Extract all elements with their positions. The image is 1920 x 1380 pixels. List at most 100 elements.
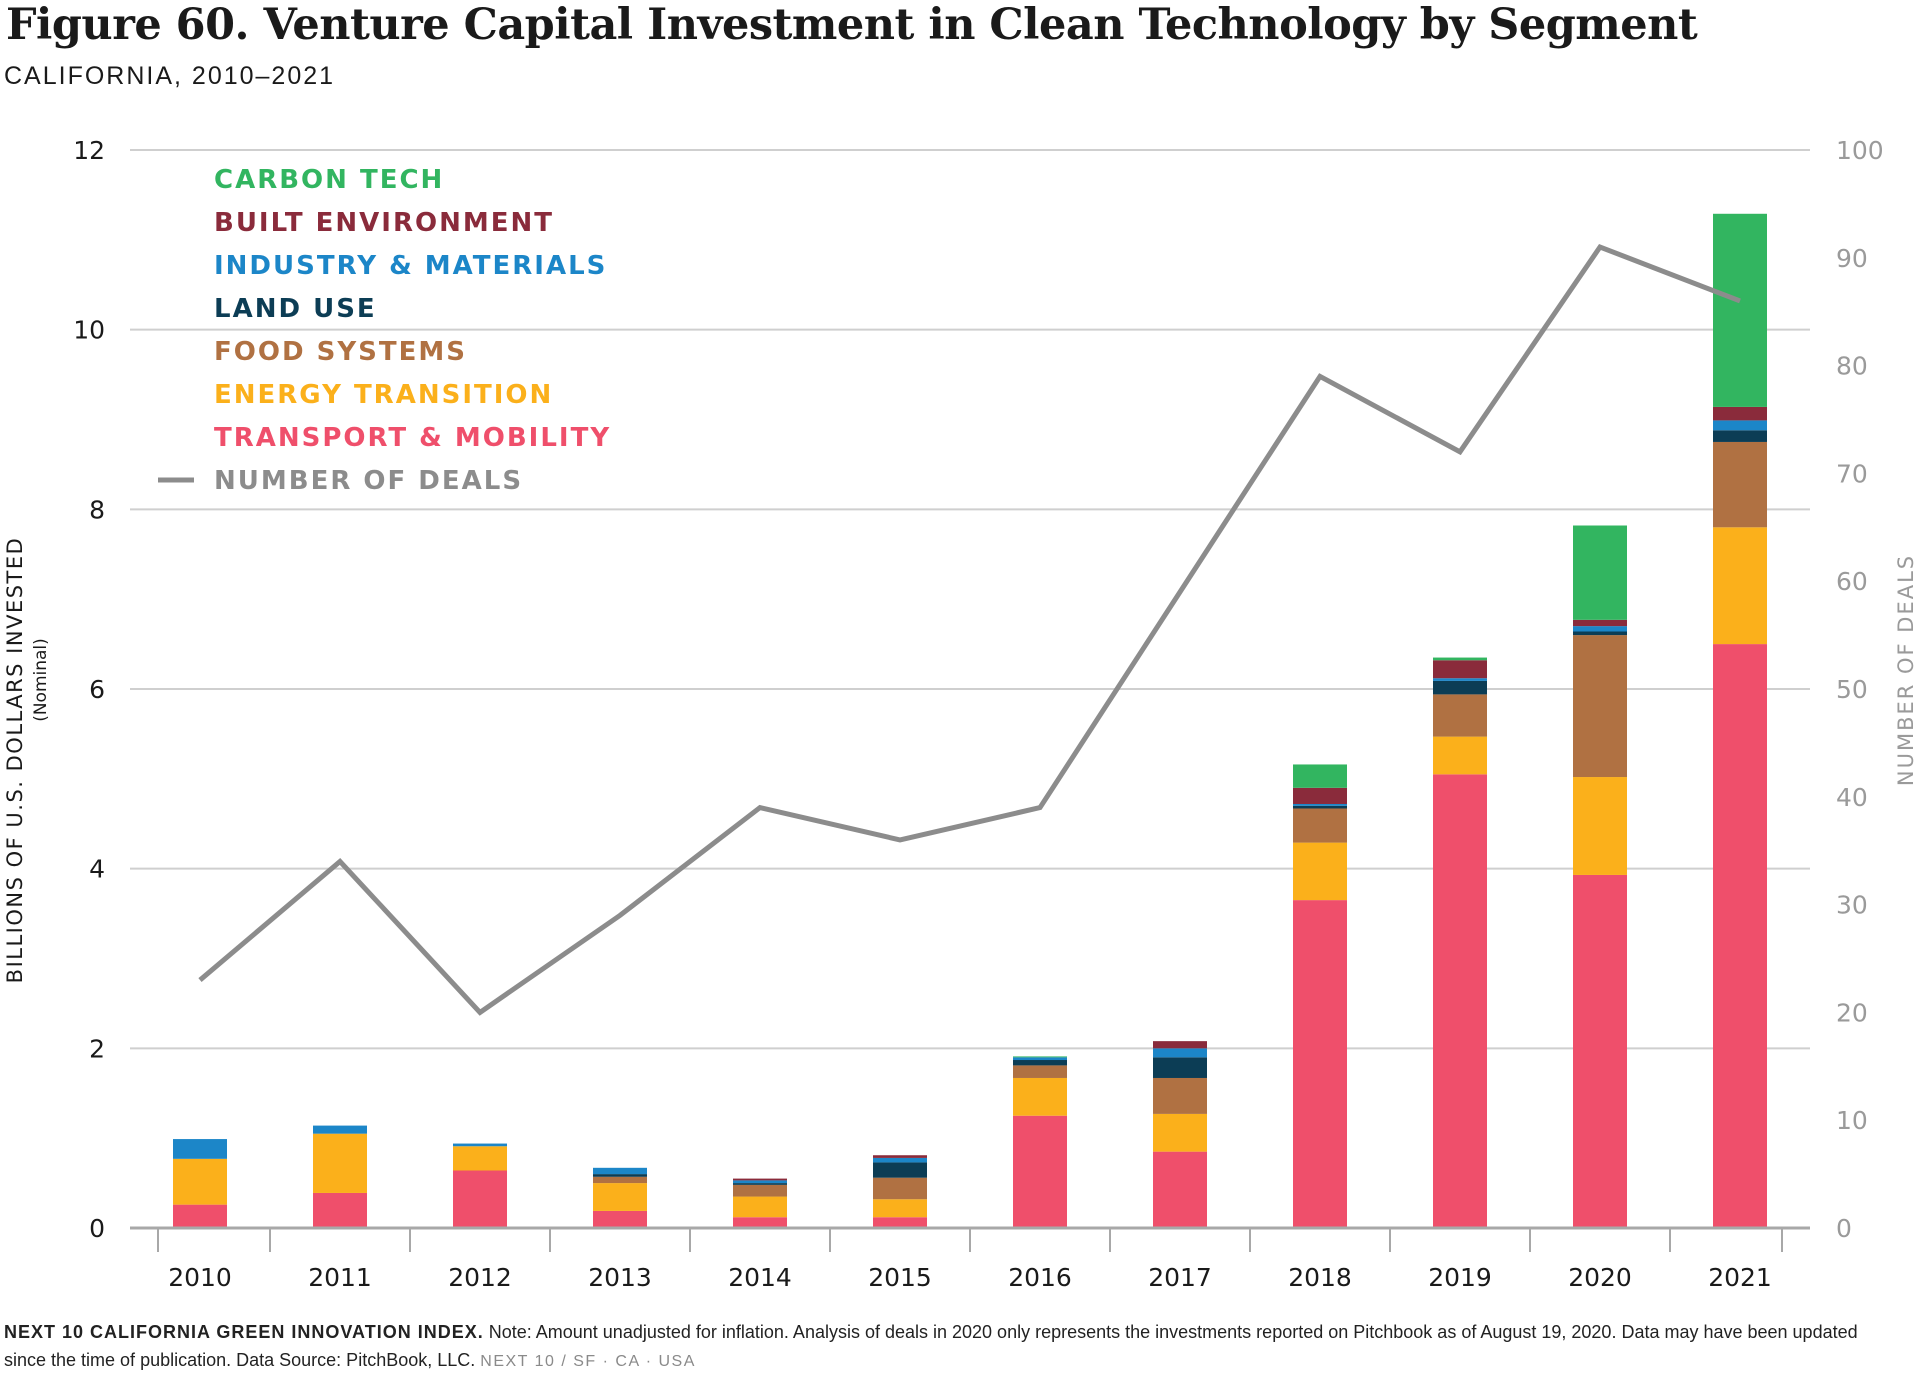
legend-entry: CARBON TECH: [214, 165, 444, 195]
bar-segment: [733, 1180, 787, 1184]
y2-tick-label: 60: [1836, 567, 1868, 596]
bar-segment: [173, 1139, 227, 1159]
bar-segment: [1153, 1077, 1207, 1114]
x-tick-label: 2012: [448, 1263, 512, 1292]
bar-segment: [1433, 678, 1487, 681]
bar-segment: [873, 1217, 927, 1228]
bars: [173, 213, 1767, 1228]
bar-segment: [1713, 420, 1767, 431]
bar-segment: [593, 1176, 647, 1184]
bar-segment: [1713, 644, 1767, 1228]
x-tick-label: 2015: [868, 1263, 932, 1292]
stacked-bar-chart: 0 2 4 6 8 10 12 0 10 20 30 40 50 60 70 80 90 100 2010 2011 2…: [3, 136, 1918, 1292]
bar-segment: [453, 1143, 507, 1147]
footnote-note: Note: Amount unadjusted for inflation. A…: [4, 1322, 1858, 1370]
bar-segment: [1013, 1060, 1067, 1066]
bar-segment: [1153, 1048, 1207, 1058]
bar-segment: [873, 1177, 927, 1200]
bar-segment: [1573, 525, 1627, 620]
footnote-source-label: NEXT 10 CALIFORNIA GREEN INNOVATION INDE…: [4, 1322, 484, 1342]
bar-segment: [1433, 660, 1487, 679]
y-tick-label: 2: [89, 1034, 105, 1063]
bar-segment: [873, 1157, 927, 1163]
bar-segment: [1713, 406, 1767, 421]
bar-segment: [453, 1146, 507, 1171]
bar-segment: [313, 1133, 367, 1193]
bar-segment: [1153, 1041, 1207, 1049]
bar-segment: [1433, 736, 1487, 775]
y2-tick-label: 90: [1836, 244, 1868, 273]
bar-segment: [173, 1158, 227, 1205]
grid-lines: [130, 149, 1810, 1050]
x-tick-label: 2013: [588, 1263, 652, 1292]
bar-segment: [1293, 808, 1347, 843]
bar-segment: [313, 1125, 367, 1134]
bar-segment: [593, 1210, 647, 1228]
x-tick-label: 2019: [1428, 1263, 1492, 1292]
axes: 0 2 4 6 8 10 12 0 10 20 30 40 50 60 70 80 90 100 2010 2011 2…: [73, 136, 1884, 1292]
bar-segment: [1573, 619, 1627, 627]
bar-segment: [593, 1167, 647, 1175]
bar-segment: [733, 1217, 787, 1228]
y2-tick-label: 50: [1836, 675, 1868, 704]
bar-segment: [1153, 1057, 1207, 1078]
y-tick-label: 6: [89, 675, 105, 704]
bar-segment: [873, 1162, 927, 1178]
y2-tick-label: 30: [1836, 891, 1868, 920]
y2-tick-label: 70: [1836, 459, 1868, 488]
deals-line-path: [198, 243, 1741, 1016]
x-tick-label: 2014: [728, 1263, 792, 1292]
y-axis-label: BILLIONS OF U.S. DOLLARS INVESTED: [3, 537, 27, 984]
footnote-credit: NEXT 10 / SF · CA · USA: [480, 1353, 696, 1370]
y-tick-label: 10: [73, 316, 105, 345]
bar-segment: [1153, 1151, 1207, 1228]
bar-segment: [1713, 430, 1767, 442]
legend-entry: NUMBER OF DEALS: [214, 466, 523, 496]
bar-segment: [453, 1170, 507, 1228]
y-tick-label: 4: [89, 855, 105, 884]
x-tick-label: 2020: [1568, 1263, 1632, 1292]
bar-segment: [733, 1196, 787, 1218]
x-tick-label: 2016: [1008, 1263, 1072, 1292]
y2-tick-label: 0: [1836, 1214, 1852, 1243]
bar-segment: [1433, 774, 1487, 1228]
legend: CARBON TECH BUILT ENVIRONMENT INDUSTRY & M…: [158, 165, 611, 496]
bar-segment: [1573, 631, 1627, 636]
bar-segment: [733, 1184, 787, 1197]
x-tick-label: 2021: [1708, 1263, 1772, 1292]
bar-segment: [1153, 1113, 1207, 1152]
bar-segment: [1293, 803, 1347, 806]
bar-segment: [1433, 680, 1487, 695]
bar-segment: [1433, 657, 1487, 661]
figure-subtitle: CALIFORNIA, 2010–2021: [4, 62, 336, 90]
y-tick-label: 0: [89, 1214, 105, 1243]
footnote: NEXT 10 CALIFORNIA GREEN INNOVATION INDE…: [4, 1318, 1904, 1376]
bar-segment: [173, 1204, 227, 1228]
legend-entry: INDUSTRY & MATERIALS: [214, 251, 607, 281]
legend-entry: TRANSPORT & MOBILITY: [214, 423, 611, 453]
y2-tick-label: 100: [1836, 136, 1884, 165]
legend-entry: BUILT ENVIRONMENT: [214, 208, 554, 238]
y2-tick-label: 80: [1836, 352, 1868, 381]
bar-segment: [733, 1178, 787, 1181]
bar-segment: [1573, 777, 1627, 875]
bar-segment: [593, 1183, 647, 1211]
y2-tick-label: 40: [1836, 783, 1868, 812]
bar-segment: [733, 1183, 787, 1185]
y2-tick-label: 20: [1836, 998, 1868, 1027]
bar-segment: [1293, 764, 1347, 788]
bar-segment: [1713, 527, 1767, 645]
bar-segment: [593, 1174, 647, 1177]
bar-segment: [1713, 441, 1767, 528]
x-tick-label: 2018: [1288, 1263, 1352, 1292]
x-tick-label: 2011: [308, 1263, 372, 1292]
bar-segment: [873, 1199, 927, 1218]
bar-segment: [1433, 694, 1487, 737]
bar-segment: [1713, 213, 1767, 407]
y-axis-sublabel: (Nominal): [31, 638, 51, 722]
legend-entry: FOOD SYSTEMS: [214, 337, 467, 367]
bar-segment: [1013, 1065, 1067, 1078]
legend-entry: LAND USE: [214, 294, 377, 324]
bar-segment: [1293, 900, 1347, 1228]
x-tick-label: 2010: [168, 1263, 232, 1292]
